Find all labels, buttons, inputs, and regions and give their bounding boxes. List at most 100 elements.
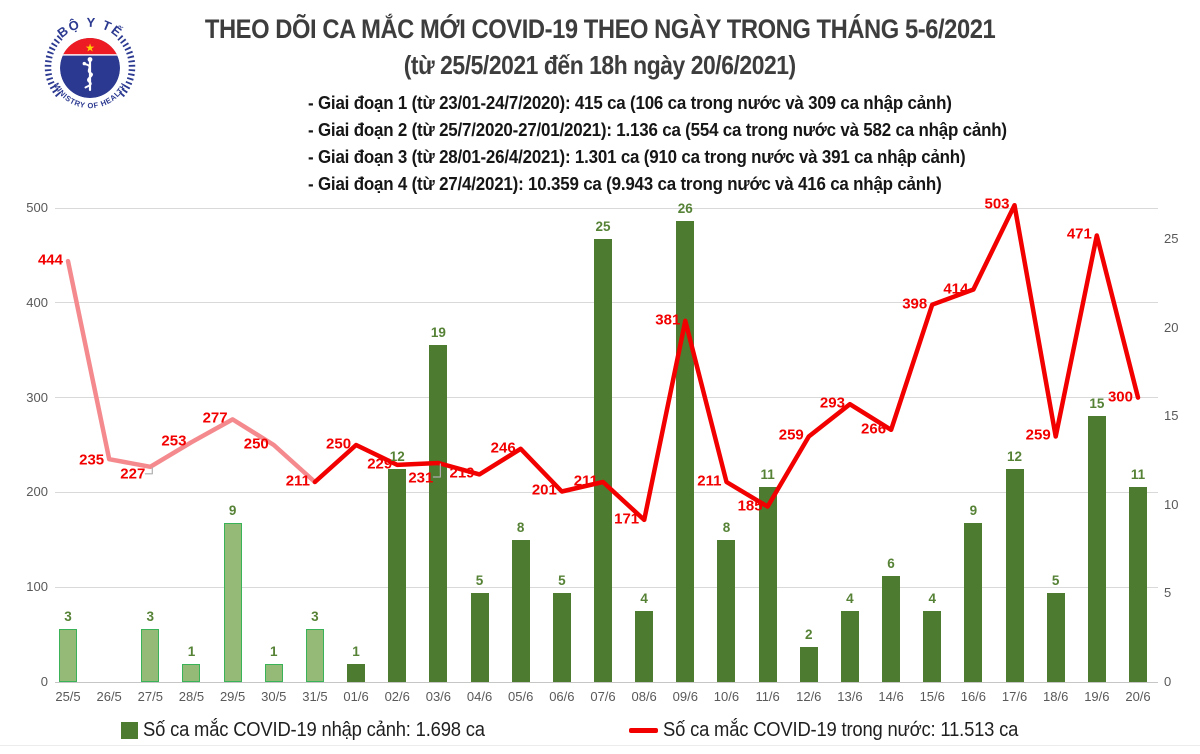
bar-18/6	[1046, 593, 1065, 682]
bar-01/6	[347, 664, 366, 682]
legend-domestic: Số ca mắc COVID-19 trong nước: 11.513 ca	[629, 719, 1049, 741]
bar-value-label: 15	[1089, 396, 1105, 412]
bar-30/5	[264, 664, 283, 682]
gridline	[55, 681, 1158, 683]
logo-hatch-left	[44, 35, 63, 99]
x-axis-tick: 11/6	[755, 689, 780, 704]
bar-value-label: 12	[1007, 449, 1023, 465]
bar-value-label: 5	[1051, 573, 1060, 589]
bar-10/6	[717, 540, 736, 682]
line-value-label: 444	[37, 251, 63, 269]
bar-value-label: 11	[1130, 467, 1146, 483]
phase-line-3: - Giai đoạn 3 (từ 28/01-26/4/2021): 1.30…	[308, 147, 966, 167]
line-value-label: 211	[697, 472, 722, 490]
bar-25/5	[59, 628, 77, 682]
bar-value-label: 5	[558, 573, 566, 589]
line-value-label: 259	[1025, 426, 1051, 444]
bar-02/6	[388, 469, 407, 682]
right-axis-tick: 20	[1164, 319, 1179, 335]
bar-04/6	[470, 593, 489, 682]
line-value-label: 277	[202, 409, 228, 427]
x-axis-tick: 19/6	[1084, 689, 1110, 704]
bar-value-label: 3	[311, 608, 319, 624]
bar-12/6	[799, 646, 818, 682]
left-axis-tick: 0	[40, 674, 48, 689]
bar-20/6	[1129, 487, 1147, 682]
x-axis-tick: 25/5	[55, 689, 81, 704]
left-axis-tick: 100	[26, 579, 48, 595]
x-axis-tick: 20/6	[1125, 689, 1151, 704]
x-axis-tick: 31/5	[302, 689, 328, 704]
bar-value-label: 5	[475, 573, 484, 589]
line-value-label: 211	[285, 472, 310, 490]
right-axis-tick: 15	[1164, 408, 1179, 424]
x-axis-tick: 12/6	[796, 689, 822, 704]
bar-value-label: 19	[430, 325, 446, 341]
phase-line-4: - Giai đoạn 4 (từ 27/4/2021): 10.359 ca …	[308, 174, 942, 194]
line-value-label: 471	[1066, 225, 1092, 243]
x-axis-tick: 10/6	[713, 689, 740, 704]
line-value-label: 259	[778, 426, 804, 444]
x-axis-tick: 16/6	[960, 689, 987, 704]
line-value-label: 185	[737, 497, 763, 515]
line-value-label: 414	[943, 280, 969, 298]
line-value-label: 250	[326, 435, 352, 453]
bar-29/5	[223, 522, 242, 682]
bar-value-label: 8	[722, 520, 731, 536]
left-axis-tick: 500	[26, 200, 48, 215]
bar-09/6	[676, 221, 695, 682]
x-axis-tick: 01/6	[343, 689, 369, 704]
x-axis-tick: 30/5	[261, 689, 287, 704]
line-value-label: 381	[655, 311, 681, 329]
x-axis-tick: 02/6	[384, 689, 410, 704]
ministry-of-health-logo: BỘ Y TẾ MINISTRY OF HEALTH ★	[44, 15, 136, 110]
bar-27/5	[141, 628, 160, 682]
line-value-label: 229	[367, 455, 393, 473]
domestic-line-may-faded	[65, 258, 318, 485]
line-value-label: 246	[490, 439, 516, 457]
x-axis-tick: 13/6	[837, 689, 863, 704]
phase-line-2: - Giai đoạn 2 (từ 25/7/2020-27/01/2021):…	[308, 120, 1007, 140]
right-axis-tick: 0	[1164, 674, 1172, 689]
line-value-label: 227	[120, 465, 146, 483]
domestic-legend-label: Số ca mắc COVID-19 trong nước: 11.513 ca	[663, 718, 1019, 741]
x-axis-tick: 14/6	[878, 689, 904, 704]
x-axis-tick: 07/6	[590, 689, 616, 704]
line-value-label: 231	[408, 469, 434, 487]
x-axis-tick: 09/6	[672, 689, 698, 704]
right-axis-tick: 10	[1164, 496, 1179, 512]
x-axis-tick: 06/6	[549, 689, 575, 704]
left-axis-tick: 200	[26, 484, 48, 500]
bar-13/6	[840, 611, 859, 682]
x-axis-tick: 15/6	[919, 689, 945, 704]
bar-value-label: 8	[516, 520, 525, 536]
bar-value-label: 3	[64, 608, 72, 624]
bar-value-label: 2	[805, 626, 813, 642]
bar-value-label: 9	[228, 502, 237, 518]
line-value-label: 235	[79, 451, 105, 469]
bar-06/6	[552, 593, 571, 682]
line-value-label: 398	[902, 295, 928, 313]
x-axis-tick: 08/6	[631, 689, 657, 704]
left-axis-tick: 300	[26, 389, 48, 405]
line-value-label: 266	[861, 420, 887, 438]
bar-value-label: 4	[640, 591, 648, 607]
imported-legend-label: Số ca mắc COVID-19 nhập cảnh: 1.698 ca	[143, 718, 485, 741]
line-value-label: 171	[614, 510, 640, 528]
star-icon: ★	[85, 43, 95, 55]
line-value-label: 293	[819, 394, 845, 412]
bar-14/6	[882, 575, 901, 682]
x-axis-tick: 04/6	[466, 689, 493, 704]
imported-legend-swatch	[121, 721, 138, 739]
bar-05/6	[511, 540, 530, 682]
left-axis-tick: 400	[26, 294, 48, 310]
x-axis-tick: 05/6	[508, 689, 534, 704]
x-axis-tick: 27/5	[137, 689, 163, 704]
bar-07/6	[594, 239, 612, 682]
x-axis-tick: 29/5	[219, 689, 246, 704]
caduceus-icon	[82, 57, 93, 91]
page-title: THEO DÕI CA MẮC MỚI COVID-19 THEO NGÀY T…	[204, 14, 996, 44]
right-axis-tick: 5	[1164, 585, 1172, 601]
line-value-label: 219	[449, 464, 475, 482]
